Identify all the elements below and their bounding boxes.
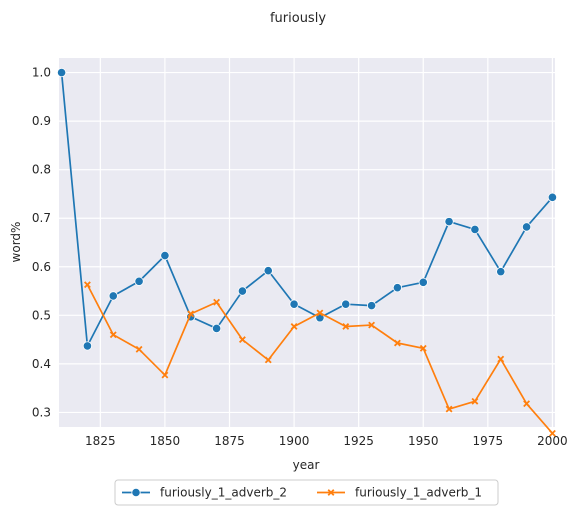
plot-area (59, 58, 555, 427)
legend-item: furiously_1_adverb_1 (317, 486, 482, 500)
data-point (56, 67, 67, 78)
series-furiously_1_adverb_1 (83, 281, 556, 437)
legend: furiously_1_adverb_2 furiously_1_adverb_1 (114, 479, 499, 506)
data-point (264, 356, 272, 364)
y-tick-label: 0.3 (32, 405, 51, 419)
series-layer (56, 67, 558, 437)
data-point (419, 344, 427, 352)
x-tick-label: 1950 (408, 434, 439, 448)
data-point (366, 301, 377, 311)
data-point (131, 487, 141, 498)
data-point (108, 291, 118, 301)
data-point (83, 281, 91, 289)
data-point (134, 276, 144, 286)
x-tick-label: 1875 (214, 434, 245, 448)
data-point (289, 299, 299, 309)
data-point (161, 371, 169, 379)
data-point (342, 323, 350, 330)
data-point (368, 321, 376, 329)
data-point (263, 266, 273, 276)
data-point (547, 192, 558, 202)
legend-label: furiously_1_adverb_2 (160, 486, 287, 500)
x-tick-label: 1925 (343, 434, 374, 448)
x-tick-label: 2000 (537, 434, 568, 448)
x-tick-label: 1900 (279, 434, 310, 448)
x-tick-label: 1825 (85, 434, 116, 448)
legend-frame (114, 479, 499, 506)
y-tick-label: 0.8 (32, 163, 51, 177)
data-point (470, 224, 480, 234)
data-point (548, 429, 556, 437)
x-tick-label: 1850 (150, 434, 181, 448)
x-tick-label: 1975 (473, 434, 504, 448)
data-point (392, 283, 403, 293)
data-point (327, 489, 335, 496)
data-point (290, 323, 298, 330)
data-point (316, 309, 324, 317)
x-tick-labels: 1825 1850 1875 1900 1925 1950 1975 2000 (85, 434, 568, 448)
data-point (160, 251, 170, 261)
data-point (135, 345, 143, 353)
data-point (393, 339, 401, 347)
data-point (444, 217, 454, 227)
legend-item: furiously_1_adverb_2 (122, 486, 287, 500)
data-point (496, 267, 506, 277)
grid (59, 58, 555, 427)
data-point (523, 400, 531, 408)
data-point (82, 341, 93, 351)
data-point (187, 310, 195, 318)
y-tick-label: 0.6 (32, 260, 51, 274)
data-point (109, 331, 117, 339)
data-point (341, 299, 351, 309)
chart-title: furiously (270, 11, 326, 26)
data-point (521, 222, 532, 232)
y-tick-label: 1.0 (32, 66, 51, 80)
y-tick-label: 0.9 (32, 114, 51, 128)
data-point (418, 277, 428, 287)
data-point (211, 323, 222, 334)
y-axis-label: word% (9, 222, 23, 263)
x-axis-label: year (293, 458, 320, 472)
y-tick-label: 0.5 (32, 308, 51, 322)
y-tick-label: 0.7 (32, 211, 51, 225)
legend-label: furiously_1_adverb_1 (355, 486, 482, 500)
data-point (237, 286, 248, 296)
data-point (213, 298, 221, 306)
data-point (497, 355, 505, 363)
data-point (471, 397, 479, 405)
y-tick-labels: 0.3 0.4 0.5 0.6 0.7 0.8 0.9 1.0 (32, 66, 51, 420)
data-point (445, 405, 453, 413)
data-point (238, 336, 246, 344)
y-tick-label: 0.4 (32, 357, 51, 371)
